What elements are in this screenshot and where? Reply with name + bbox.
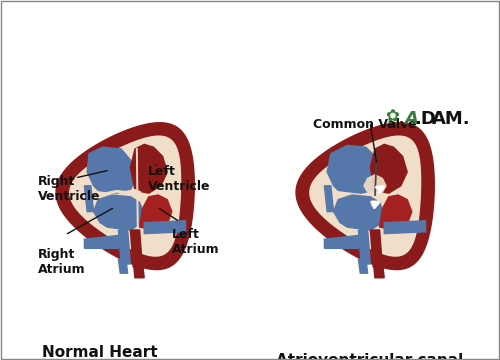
Polygon shape [130, 144, 167, 193]
Polygon shape [384, 221, 426, 234]
Polygon shape [140, 195, 172, 230]
Text: .D: .D [414, 110, 436, 128]
Text: A: A [404, 110, 418, 128]
Polygon shape [87, 147, 135, 193]
Polygon shape [133, 261, 144, 278]
Text: Left
Ventricle: Left Ventricle [148, 165, 210, 193]
Polygon shape [327, 145, 380, 193]
Text: Normal Heart: Normal Heart [42, 345, 158, 360]
Polygon shape [370, 144, 407, 193]
Polygon shape [118, 230, 130, 264]
Text: Atrioventricular canal
(endocardial cushion defect): Atrioventricular canal (endocardial cush… [247, 353, 493, 360]
Polygon shape [324, 235, 358, 248]
Polygon shape [130, 230, 142, 267]
Polygon shape [84, 235, 118, 248]
Polygon shape [94, 195, 144, 230]
Polygon shape [364, 175, 386, 192]
Polygon shape [370, 230, 382, 267]
Text: Common Valve: Common Valve [313, 118, 417, 131]
Polygon shape [310, 136, 420, 256]
Text: ✿: ✿ [385, 108, 399, 126]
Polygon shape [324, 186, 334, 212]
Polygon shape [70, 136, 180, 256]
Polygon shape [373, 261, 384, 278]
Polygon shape [358, 230, 370, 264]
Polygon shape [296, 123, 434, 270]
Polygon shape [144, 221, 186, 234]
Polygon shape [380, 195, 412, 230]
Text: Left
Atrium: Left Atrium [172, 228, 220, 256]
Polygon shape [56, 123, 194, 270]
Polygon shape [118, 257, 128, 273]
Polygon shape [358, 257, 368, 273]
Text: Right
Atrium: Right Atrium [38, 248, 86, 276]
Text: Right
Ventricle: Right Ventricle [38, 175, 100, 203]
Text: AM.: AM. [432, 110, 470, 128]
Polygon shape [334, 195, 384, 230]
Polygon shape [84, 186, 94, 212]
